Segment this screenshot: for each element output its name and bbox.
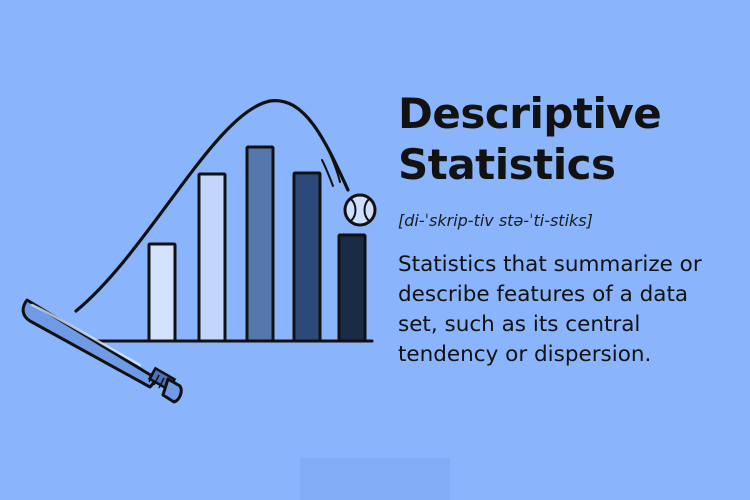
pronunciation: [di-ˈskrip-tiv stə-ˈti-stiks] — [398, 211, 593, 230]
term-title: Descriptive Statistics — [398, 88, 738, 190]
bar-5 — [337, 233, 367, 343]
bar-4 — [292, 171, 322, 343]
term-title-line-2: Statistics — [398, 140, 616, 189]
definition-line-4: tendency or dispersion. — [398, 342, 652, 367]
baseball-bat-icon — [21, 298, 183, 404]
definition-line-2: describe features of a data — [398, 282, 689, 307]
definition-text: Statistics that summarize or describe fe… — [398, 250, 738, 370]
bar-2 — [197, 172, 227, 343]
bar-3 — [245, 145, 275, 343]
bars-group — [147, 145, 367, 343]
footer-strip — [300, 458, 450, 500]
definition-panel: Descriptive Statistics [di-ˈskrip-tiv st… — [398, 88, 738, 370]
motion-lines — [321, 146, 341, 187]
baseball-icon — [343, 193, 377, 227]
term-title-line-1: Descriptive — [398, 89, 662, 138]
bar-1 — [147, 242, 177, 343]
ball-trajectory-icon — [74, 99, 350, 313]
definition-line-3: set, such as its central — [398, 312, 641, 337]
definition-line-1: Statistics that summarize or — [398, 252, 702, 277]
